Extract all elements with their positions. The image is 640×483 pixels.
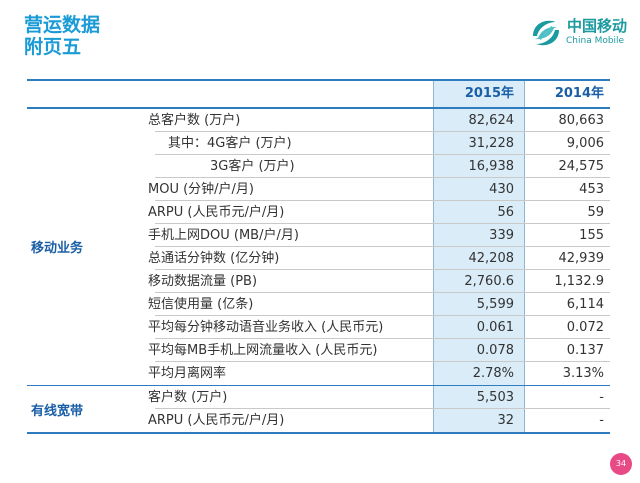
china-mobile-logo-icon [533,20,559,46]
column-divider [524,79,525,432]
logo-chinese-text: 中国移动 [567,17,628,35]
row-divider [155,177,610,178]
value-2014: 24,575 [558,159,605,174]
value-2015: 430 [489,182,514,197]
section-label-mobile: 移动业务 [31,241,84,256]
table-row: 短信使用量 (亿条) 5,599 6,114 [27,293,610,316]
table-bottom-rule [27,432,610,434]
value-2015: 31,228 [468,136,515,151]
logo-english-text: China Mobile [566,36,625,46]
value-2015: 339 [489,228,514,243]
table-row: 总客户数 (万户) 82,624 80,663 [27,109,610,132]
china-mobile-logo: 中国移动 China Mobile [529,14,629,54]
table-row: ARPU (人民币元/户/月) 56 59 [27,201,610,224]
value-2015: 32 [497,413,514,428]
value-2015: 5,599 [476,297,514,312]
value-2014: 6,114 [566,297,604,312]
highlight-column-2015 [433,79,524,432]
value-2014: 1,132.9 [554,274,604,289]
table-row: 其中：4G客户 (万户) 31,228 9,006 [27,132,610,155]
value-2014: 80,663 [558,113,605,128]
value-2015: 0.061 [476,320,514,335]
table-top-rule [27,79,610,81]
row-label: ARPU (人民币元/户/月) [148,413,285,428]
value-2014: 59 [587,205,604,220]
row-label: 3G客户 (万户) [210,159,295,174]
row-label: 平均每MB手机上网流量收入 (人民币元) [148,343,378,358]
value-2014: 155 [579,228,604,243]
value-2014: 9,006 [566,136,604,151]
row-label: MOU (分钟/户/月) [148,182,254,197]
row-label: 手机上网DOU (MB/户/月) [148,228,299,243]
row-label: 移动数据流量 (PB) [148,274,258,289]
row-divider [155,361,610,362]
row-label: ARPU (人民币元/户/月) [148,205,285,220]
table-row: 总通话分钟数 (亿分钟) 42,208 42,939 [27,247,610,270]
row-divider [155,223,610,224]
table-row: MOU (分钟/户/月) 430 453 [27,178,610,201]
row-divider [155,246,610,247]
row-label: 平均月离网率 [148,366,227,381]
value-2014: 0.137 [566,343,604,358]
section-divider [27,385,610,386]
value-2015: 82,624 [468,113,515,128]
value-2014: 3.13% [562,366,604,381]
row-divider [155,338,610,339]
row-divider [155,269,610,270]
table-row: 平均每分钟移动语音业务收入 (人民币元) 0.061 0.072 [27,316,610,339]
row-divider [155,292,610,293]
page-title-line2: 附页五 [24,36,82,58]
value-2014: 0.072 [566,320,604,335]
table-row: ARPU (人民币元/户/月) 32 - [27,409,610,432]
row-label: 其中：4G客户 (万户) [168,136,292,151]
row-label: 总通话分钟数 (亿分钟) [148,251,280,266]
table-row: 平均月离网率 2.78% 3.13% [27,362,610,385]
table-row: 3G客户 (万户) 16,938 24,575 [27,155,610,178]
value-2015: 16,938 [468,159,515,174]
row-divider [155,408,610,409]
row-label: 总客户数 (万户) [148,113,241,128]
header-bottom-rule [27,107,610,109]
section-label-broadband: 有线宽带 [31,404,84,419]
row-divider [155,154,610,155]
value-2015: 0.078 [476,343,514,358]
value-2015: 2,760.6 [464,274,514,289]
column-header-2014: 2014年 [554,86,604,101]
table-row: 平均每MB手机上网流量收入 (人民币元) 0.078 0.137 [27,339,610,362]
value-2015: 42,208 [468,251,515,266]
table-row: 客户数 (万户) 5,503 - [27,386,610,409]
row-divider [155,200,610,201]
value-2014: 453 [579,182,604,197]
column-header-2015: 2015年 [464,86,514,101]
page-number-badge: 34 [610,453,632,475]
row-label: 客户数 (万户) [148,390,228,405]
row-label: 短信使用量 (亿条) [148,297,254,312]
table-row: 移动数据流量 (PB) 2,760.6 1,132.9 [27,270,610,293]
row-divider [155,315,610,316]
value-2014: - [599,413,604,428]
value-2014: - [599,390,604,405]
value-2015: 5,503 [476,390,514,405]
page-title-line1: 营运数据 [24,14,101,36]
value-2015: 56 [497,205,514,220]
column-divider [433,79,434,432]
row-label: 平均每分钟移动语音业务收入 (人民币元) [148,320,384,335]
table-row: 手机上网DOU (MB/户/月) 339 155 [27,224,610,247]
row-divider [155,131,610,132]
value-2015: 2.78% [472,366,514,381]
value-2014: 42,939 [558,251,605,266]
